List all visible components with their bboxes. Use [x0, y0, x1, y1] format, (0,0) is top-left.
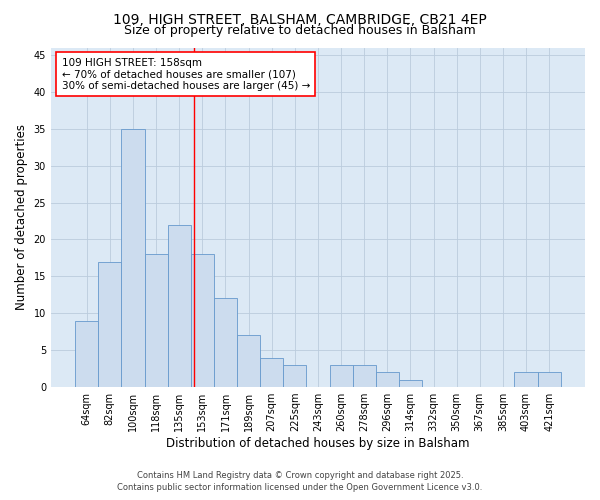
Bar: [353, 365, 376, 387]
Bar: [329, 365, 353, 387]
Bar: [145, 254, 167, 387]
Text: Size of property relative to detached houses in Balsham: Size of property relative to detached ho…: [124, 24, 476, 37]
Bar: [214, 298, 237, 387]
Bar: [514, 372, 538, 387]
Bar: [376, 372, 399, 387]
Bar: [98, 262, 121, 387]
Text: 109, HIGH STREET, BALSHAM, CAMBRIDGE, CB21 4EP: 109, HIGH STREET, BALSHAM, CAMBRIDGE, CB…: [113, 12, 487, 26]
Bar: [283, 365, 307, 387]
Bar: [121, 128, 145, 387]
Bar: [75, 320, 98, 387]
Bar: [399, 380, 422, 387]
Y-axis label: Number of detached properties: Number of detached properties: [15, 124, 28, 310]
X-axis label: Distribution of detached houses by size in Balsham: Distribution of detached houses by size …: [166, 437, 470, 450]
Text: Contains HM Land Registry data © Crown copyright and database right 2025.
Contai: Contains HM Land Registry data © Crown c…: [118, 471, 482, 492]
Bar: [260, 358, 283, 387]
Bar: [237, 336, 260, 387]
Text: 109 HIGH STREET: 158sqm
← 70% of detached houses are smaller (107)
30% of semi-d: 109 HIGH STREET: 158sqm ← 70% of detache…: [62, 58, 310, 91]
Bar: [167, 224, 191, 387]
Bar: [538, 372, 561, 387]
Bar: [191, 254, 214, 387]
